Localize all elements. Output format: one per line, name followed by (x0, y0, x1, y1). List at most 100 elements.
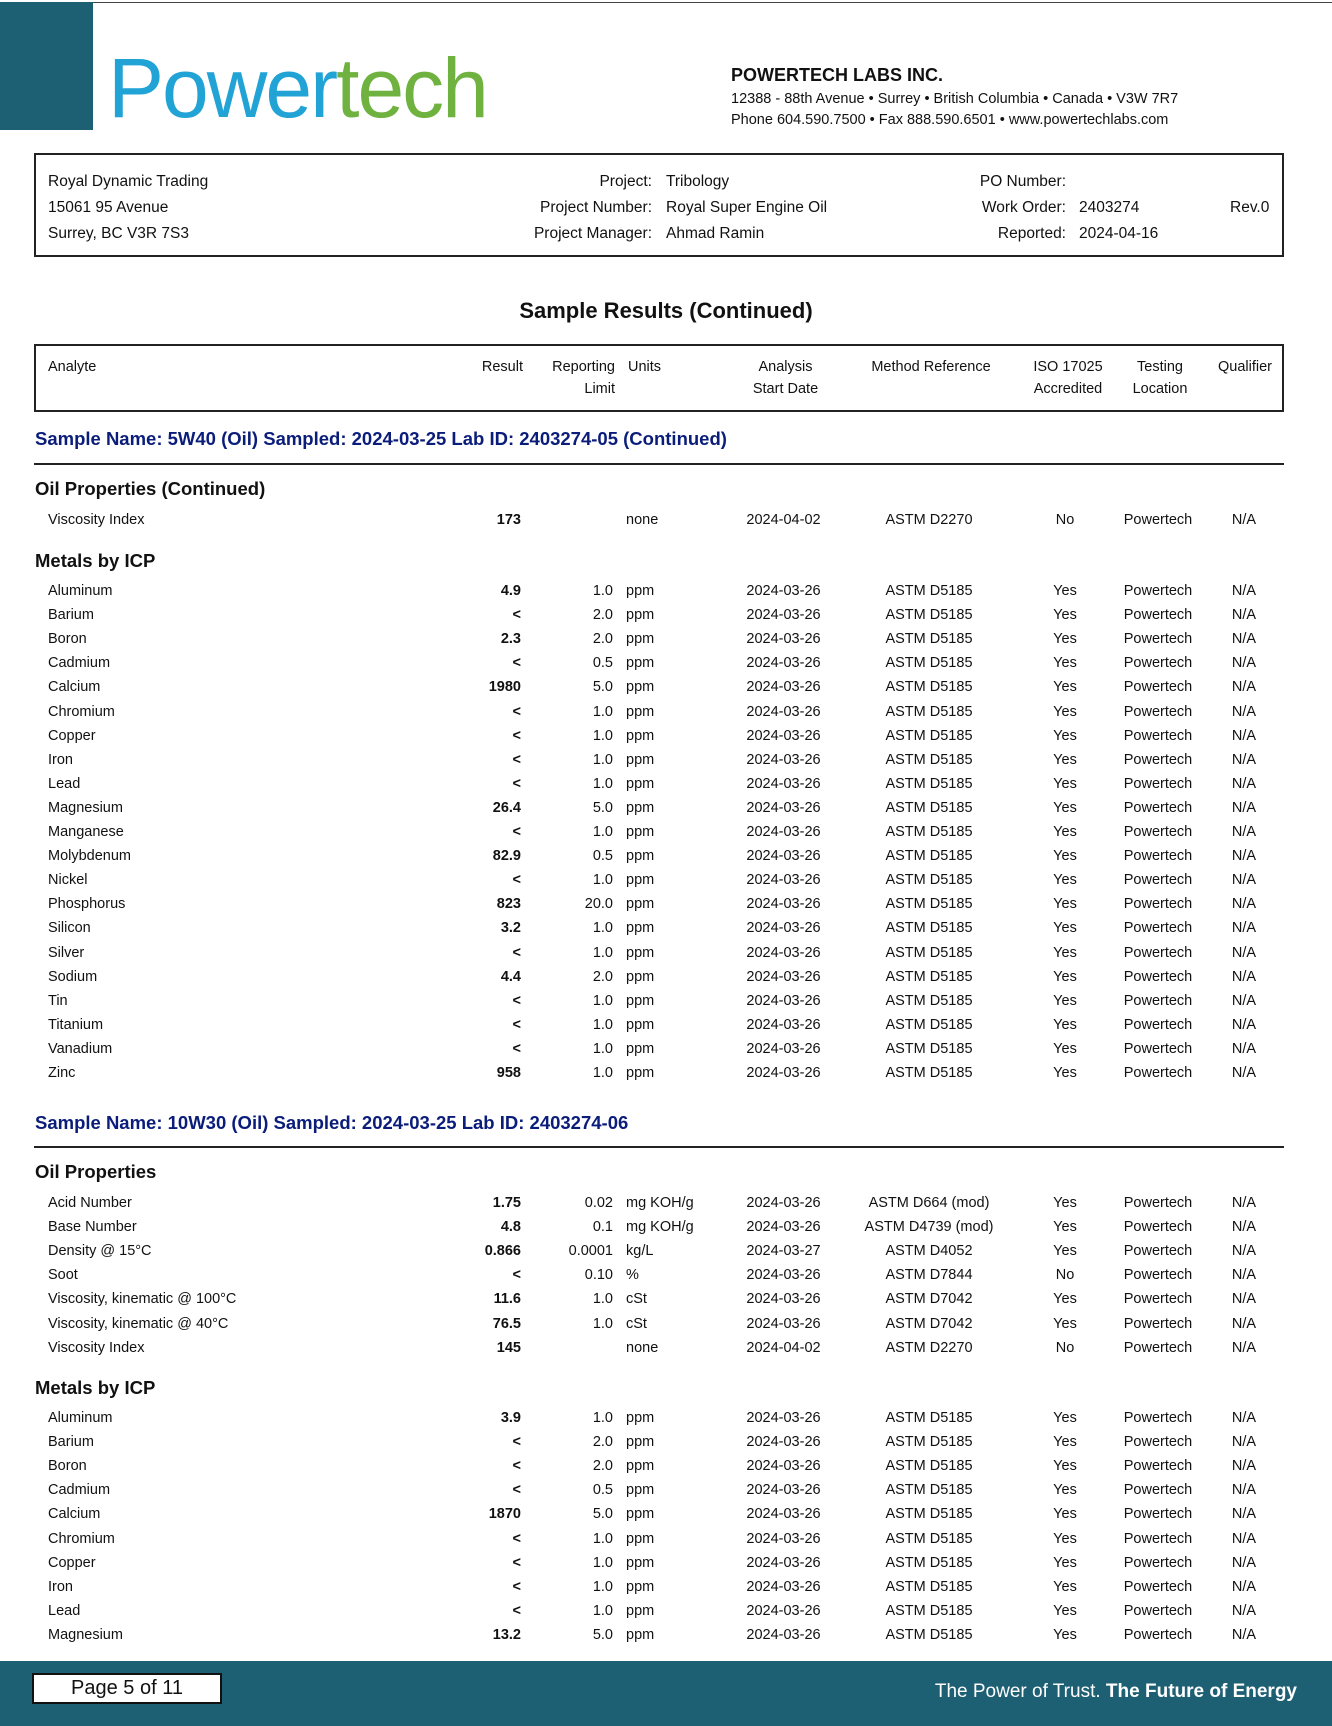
top-rule (0, 2, 1332, 3)
units-cell: ppm (626, 969, 655, 985)
result-cell: 76.5 (492, 1316, 521, 1332)
work-order-label: Work Order: (981, 199, 1066, 216)
table-row: Vanadium <1.0 ppm 2024-03-26 ASTM D5185 Yes Po… (0, 1037, 1332, 1061)
logo-part-tech: tech (336, 41, 489, 135)
testing-location-cell: Powertech (1123, 1506, 1193, 1522)
method-cell: ASTM D5185 (885, 583, 973, 599)
start-date-cell: 2024-03-26 (746, 704, 821, 720)
start-date-cell: 2024-03-26 (746, 1627, 821, 1643)
start-date-cell: 2024-03-26 (746, 1579, 821, 1595)
start-date-cell: 2024-03-26 (746, 631, 821, 647)
qualifier-cell: N/A (1231, 728, 1257, 744)
analyte-cell: Iron (48, 1579, 73, 1595)
testing-location-cell: Powertech (1123, 872, 1193, 888)
units-cell: ppm (626, 776, 655, 792)
testing-location-cell: Powertech (1123, 1195, 1193, 1211)
iso-accredited-cell: Yes (1053, 655, 1077, 671)
analyte-cell: Iron (48, 752, 73, 768)
qualifier-cell: N/A (1231, 896, 1257, 912)
table-row: Barium <2.0 ppm 2024-03-26 ASTM D5185 Yes Powe… (0, 603, 1332, 627)
testing-location-cell: Powertech (1123, 512, 1193, 528)
reporting-limit-cell: 1.0 (592, 583, 613, 599)
table-row: Viscosity Index 173 none 2024-04-02 ASTM D22… (0, 508, 1332, 532)
table-row: Iron <1.0 ppm 2024-03-26 ASTM D5185 Yes Powert… (0, 1575, 1332, 1599)
qualifier-cell: N/A (1231, 655, 1257, 671)
start-date-cell: 2024-03-26 (746, 896, 821, 912)
testing-location-cell: Powertech (1123, 1555, 1193, 1571)
method-cell: ASTM D5185 (885, 1065, 973, 1081)
method-cell: ASTM D5185 (885, 824, 973, 840)
testing-location-cell: Powertech (1123, 1603, 1193, 1619)
reporting-limit-cell: 20.0 (584, 896, 613, 912)
header-qualifier: Qualifier (1218, 359, 1272, 375)
method-cell: ASTM D5185 (885, 607, 973, 623)
testing-location-cell: Powertech (1123, 583, 1193, 599)
iso-accredited-cell: Yes (1053, 1482, 1077, 1498)
table-row: Nickel <1.0 ppm 2024-03-26 ASTM D5185 Yes Powe… (0, 868, 1332, 892)
table-row: Cadmium <0.5 ppm 2024-03-26 ASTM D5185 Yes Pow… (0, 1478, 1332, 1502)
result-cell: 11.6 (493, 1291, 521, 1307)
iso-accredited-cell: Yes (1053, 1065, 1077, 1081)
start-date-cell: 2024-03-26 (746, 1434, 821, 1450)
iso-accredited-cell: Yes (1053, 1219, 1077, 1235)
testing-location-cell: Powertech (1123, 1017, 1193, 1033)
reporting-limit-cell: 1.0 (592, 993, 613, 1009)
result-cell: < (512, 1531, 521, 1547)
start-date-cell: 2024-03-26 (746, 800, 821, 816)
qualifier-cell: N/A (1231, 679, 1257, 695)
tagline-regular: The Power of Trust. (934, 1681, 1101, 1702)
testing-location-cell: Powertech (1123, 1041, 1193, 1057)
start-date-cell: 2024-03-26 (746, 1555, 821, 1571)
units-cell: ppm (626, 752, 655, 768)
iso-accredited-cell: Yes (1053, 1195, 1077, 1211)
reporting-limit-cell: 1.0 (592, 1603, 613, 1619)
reporting-limit-cell: 1.0 (592, 920, 613, 936)
table-row: Acid Number 1.75 0.02 mg KOH/g 2024-03-26 AST… (0, 1191, 1332, 1215)
analyte-cell: Chromium (48, 704, 115, 720)
result-cell: < (512, 776, 521, 792)
analyte-cell: Phosphorus (48, 896, 126, 912)
header-units: Units (628, 359, 662, 375)
start-date-cell: 2024-03-26 (746, 993, 821, 1009)
analyte-cell: Cadmium (48, 1482, 111, 1498)
iso-accredited-cell: Yes (1053, 1603, 1077, 1619)
testing-location-cell: Powertech (1123, 752, 1193, 768)
reporting-limit-cell: 2.0 (592, 1434, 613, 1450)
start-date-cell: 2024-03-26 (746, 1482, 821, 1498)
header-testing-2: Location (1132, 381, 1188, 397)
analyte-cell: Acid Number (48, 1195, 132, 1211)
reporting-limit-cell: 1.0 (592, 1555, 613, 1571)
result-cell: 26.4 (492, 800, 521, 816)
result-cell: < (512, 1434, 521, 1450)
units-cell: ppm (626, 1531, 655, 1547)
table-row: Silicon 3.2 1.0 ppm 2024-03-26 ASTM D5185 Yes P… (0, 916, 1332, 940)
iso-accredited-cell: Yes (1053, 728, 1077, 744)
iso-accredited-cell: Yes (1053, 848, 1077, 864)
analyte-cell: Viscosity Index (48, 512, 145, 528)
footer-bar: Page 5 of 11 The Power of Trust. The Fut… (0, 1661, 1332, 1726)
analyte-cell: Viscosity, kinematic @ 40°C (48, 1316, 229, 1332)
analyte-cell: Titanium (48, 1017, 104, 1033)
method-cell: ASTM D5185 (885, 1017, 973, 1033)
reporting-limit-cell: 1.0 (592, 1291, 613, 1307)
units-cell: ppm (626, 679, 655, 695)
analyte-cell: Viscosity, kinematic @ 100°C (48, 1291, 237, 1307)
table-row: Base Number 4.8 0.1 mg KOH/g 2024-03-26 ASTM … (0, 1215, 1332, 1239)
reporting-limit-cell: 1.0 (592, 1041, 613, 1057)
result-cell: < (512, 993, 521, 1009)
analyte-cell: Molybdenum (48, 848, 132, 864)
table-row: Copper <1.0 ppm 2024-03-26 ASTM D5185 Yes Powe… (0, 1551, 1332, 1575)
units-cell: ppm (626, 1555, 655, 1571)
project-number-value: Royal Super Engine Oil (666, 199, 828, 216)
result-cell: < (512, 1555, 521, 1571)
reporting-limit-cell: 1.0 (592, 1531, 613, 1547)
table-row: Aluminum 3.9 1.0 ppm 2024-03-26 ASTM D5185 Yes… (0, 1406, 1332, 1430)
result-cell: < (512, 1458, 521, 1474)
testing-location-cell: Powertech (1123, 1291, 1193, 1307)
testing-location-cell: Powertech (1123, 776, 1193, 792)
units-cell: ppm (626, 896, 655, 912)
method-cell: ASTM D5185 (885, 920, 973, 936)
testing-location-cell: Powertech (1123, 896, 1193, 912)
iso-accredited-cell: Yes (1053, 800, 1077, 816)
testing-location-cell: Powertech (1123, 1482, 1193, 1498)
